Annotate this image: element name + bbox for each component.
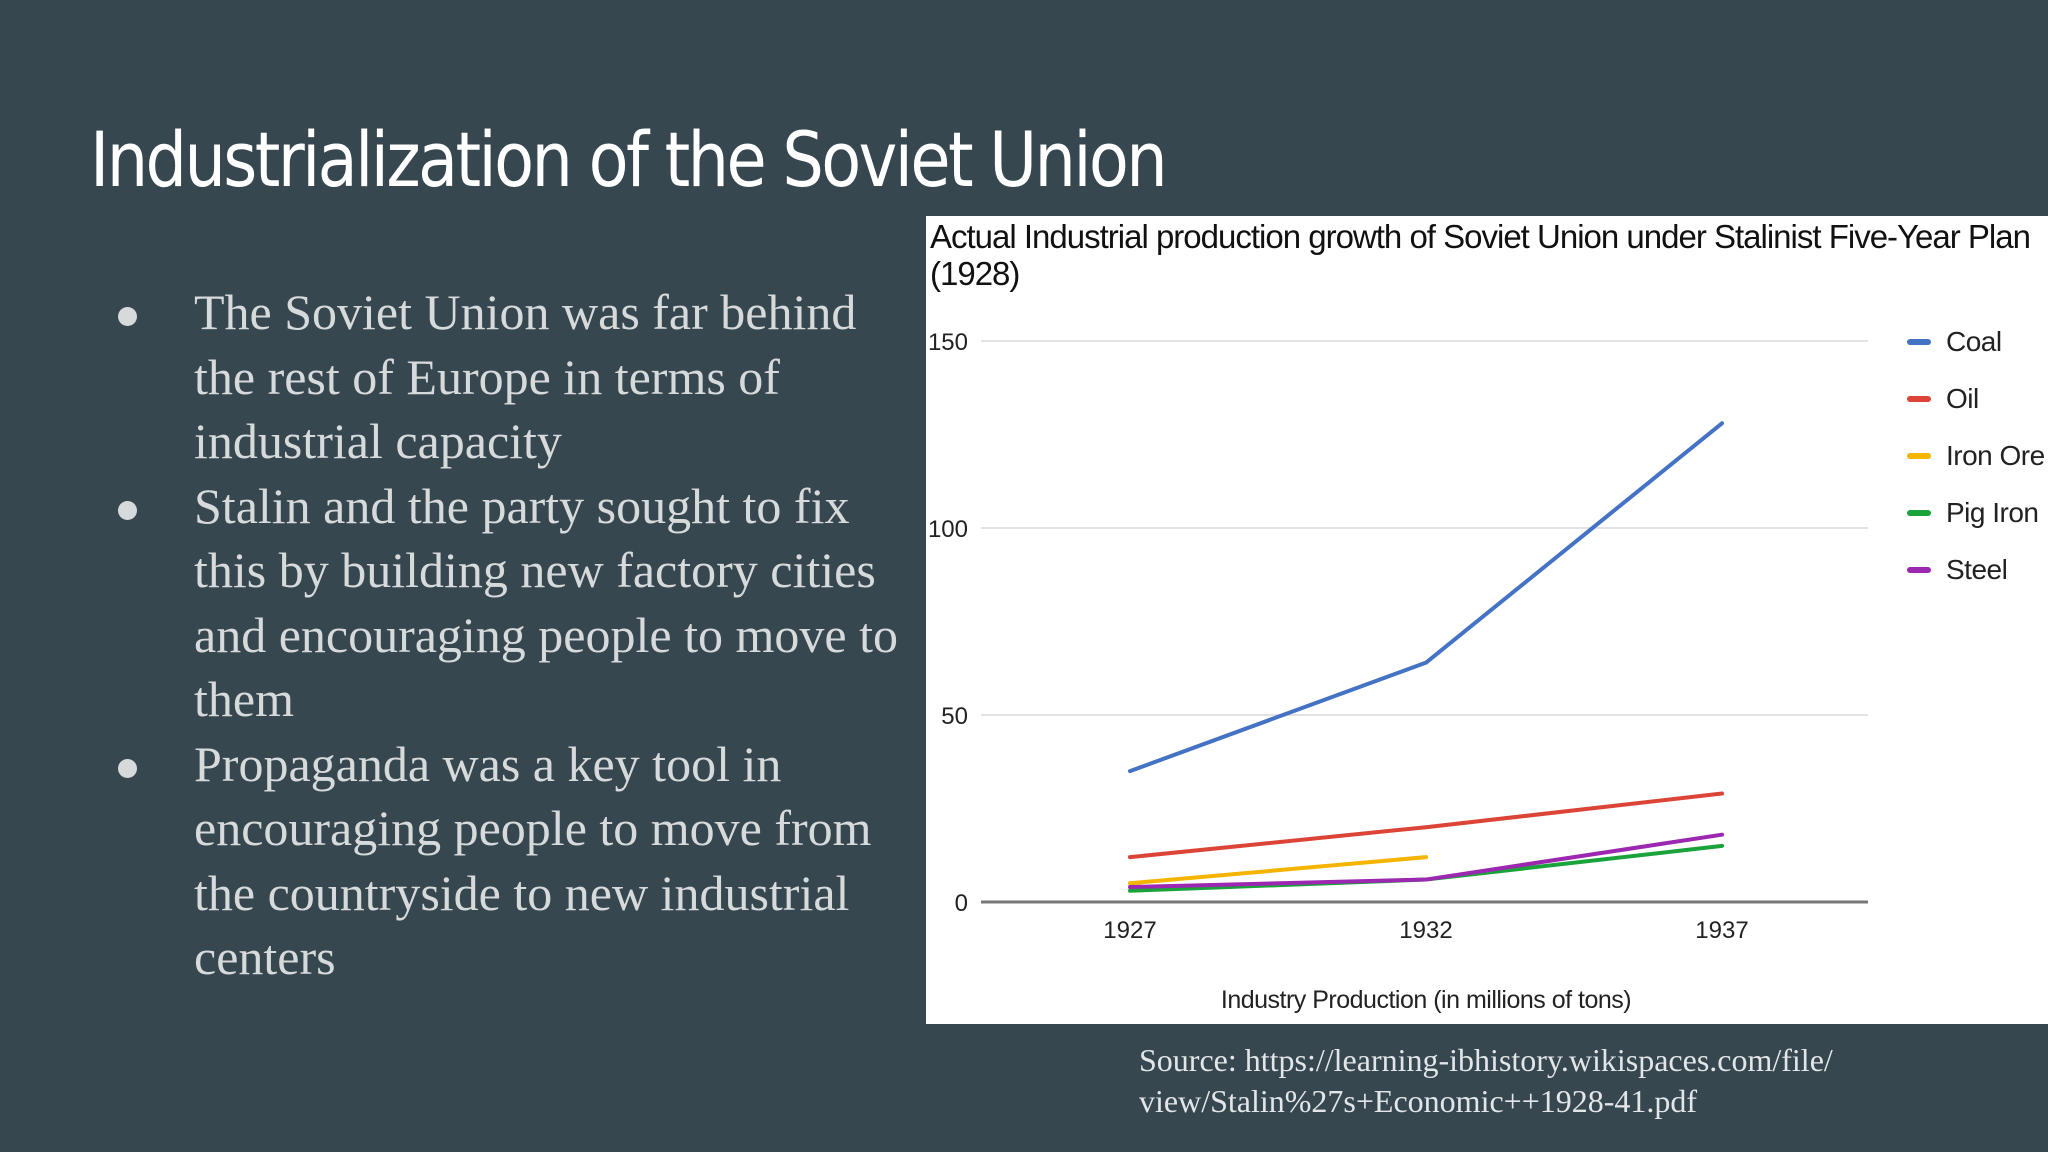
- series-line-iron-ore: [1128, 855, 1428, 886]
- bullet-text: Propaganda was a key tool in encouraging…: [194, 735, 872, 986]
- bullet-item: Propaganda was a key tool in encouraging…: [112, 732, 912, 990]
- bullet-item: Stalin and the party sought to fix this …: [112, 474, 912, 732]
- legend-label: Oil: [1946, 383, 1979, 414]
- y-tick-label: 100: [928, 516, 968, 543]
- source-line: Source: https://learning-ibhistory.wikis…: [1139, 1042, 1833, 1078]
- bullet-dot-icon: [118, 307, 137, 326]
- bullet-list: The Soviet Union was far behind the rest…: [112, 280, 912, 990]
- source-line: view/Stalin%27s+Economic++1928-41.pdf: [1139, 1083, 1698, 1119]
- x-tick-label: 1927: [1103, 917, 1156, 944]
- bullet-text: The Soviet Union was far behind the rest…: [194, 284, 857, 469]
- y-tick-label: 150: [928, 329, 968, 356]
- series-line-oil: [1128, 791, 1724, 860]
- y-tick-label: 0: [955, 890, 968, 917]
- slide-title: Industrialization of the Soviet Union: [90, 115, 1168, 204]
- bullet-item: The Soviet Union was far behind the rest…: [112, 280, 912, 474]
- legend-label: Coal: [1946, 326, 2002, 357]
- x-axis-title: Industry Production (in millions of tons…: [1221, 986, 1631, 1014]
- legend-label: Pig Iron: [1946, 497, 2039, 528]
- source-citation: Source: https://learning-ibhistory.wikis…: [1139, 1040, 2019, 1122]
- bullet-dot-icon: [118, 500, 137, 520]
- series-line-steel: [1128, 832, 1724, 890]
- line-chart: 0 50 100 150 1927 1932 1937 Industry Production…: [928, 326, 2045, 1014]
- bullet-text: Stalin and the party sought to fix this …: [194, 477, 898, 728]
- series-line-coal: [1128, 421, 1724, 774]
- y-tick-label: 50: [941, 703, 968, 730]
- legend-label: Iron Ore: [1946, 440, 2045, 471]
- bullet-dot-icon: [118, 758, 137, 778]
- x-tick-label: 1932: [1399, 917, 1452, 944]
- legend-label: Steel: [1946, 554, 2007, 585]
- chart-panel: 0 50 100 150 1927 1932 1937 Industry Production…: [926, 216, 2048, 1024]
- x-tick-label: 1937: [1695, 917, 1748, 944]
- chart-title: Actual Industrial production growth of S…: [930, 218, 2031, 292]
